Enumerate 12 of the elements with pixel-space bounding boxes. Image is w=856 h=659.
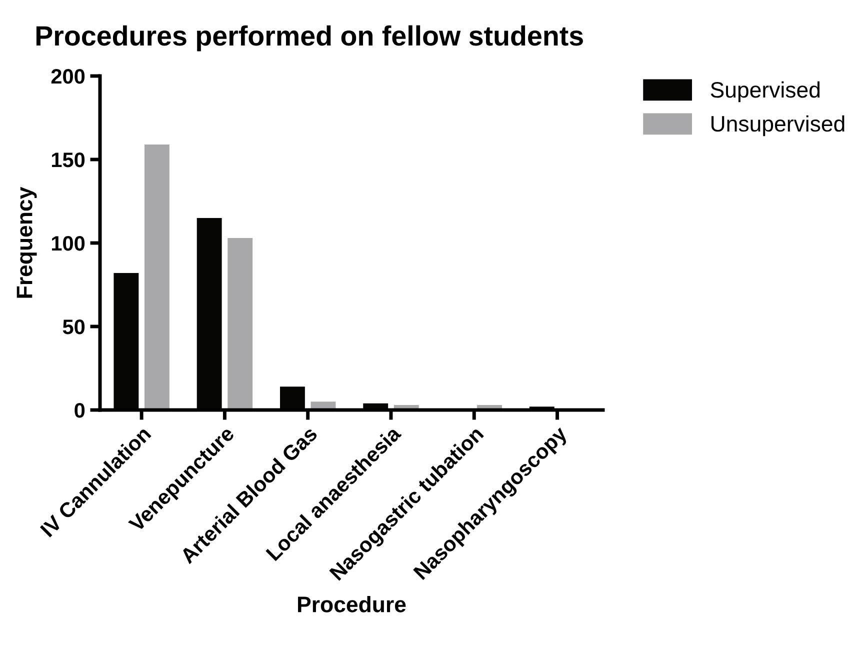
y-axis-title: Frequency xyxy=(16,186,37,298)
bar xyxy=(228,238,253,410)
bar xyxy=(144,144,170,410)
y-tick-label: 50 xyxy=(62,320,85,334)
legend-label: Supervised xyxy=(710,81,820,102)
y-tick-label: 100 xyxy=(52,236,85,251)
legend-label: Unsupervised xyxy=(712,115,844,136)
y-tick-label: 0 xyxy=(74,403,85,418)
y-tick-label: 150 xyxy=(52,152,85,168)
y-tick-label: 200 xyxy=(51,69,85,84)
x-axis-title: Procedure xyxy=(298,596,406,612)
chart-title: Procedures performed on fellow students xyxy=(36,25,583,52)
